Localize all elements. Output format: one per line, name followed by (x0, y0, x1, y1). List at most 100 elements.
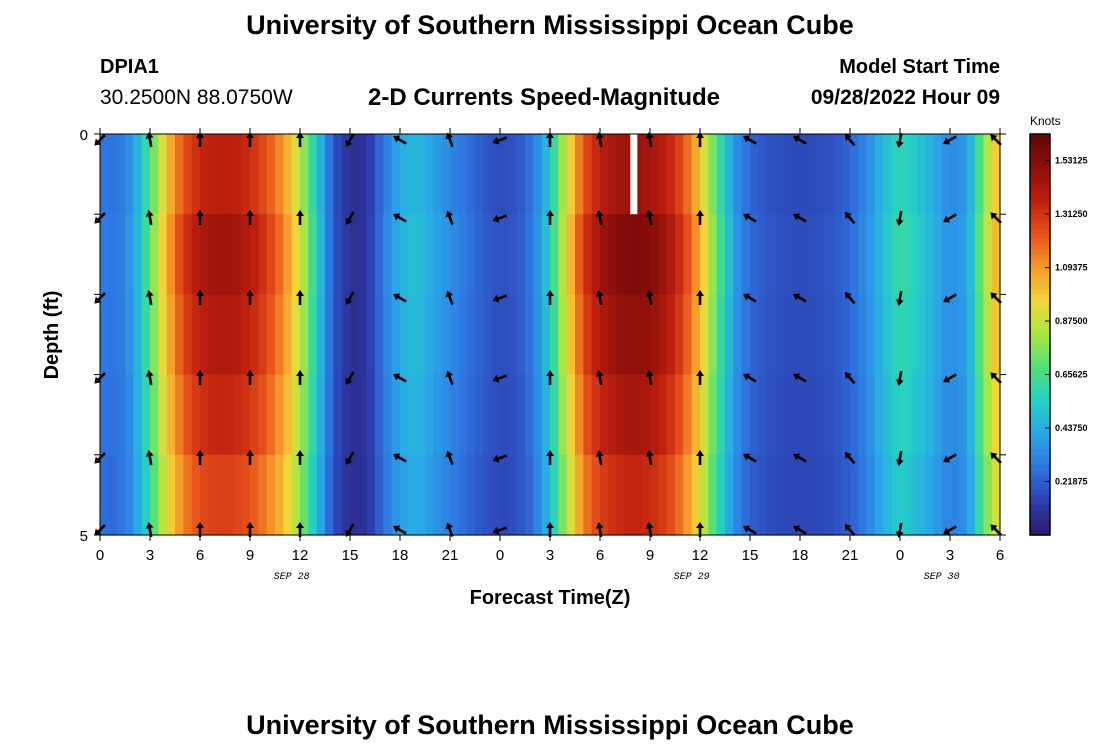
current-arrow (793, 453, 807, 463)
heatmap-cell (316, 374, 326, 456)
current-arrow (943, 135, 957, 145)
current-arrow (595, 132, 604, 148)
heatmap-cell (325, 374, 334, 456)
x-tick-label: 0 (496, 547, 504, 564)
heatmap-cell (341, 294, 351, 376)
heatmap-cell (850, 374, 859, 456)
heatmap-cell (675, 294, 684, 376)
heatmap-cell (975, 454, 984, 536)
heatmap-cell (550, 454, 559, 536)
heatmap-cell (908, 454, 918, 536)
heatmap-cell (708, 294, 718, 376)
heatmap-cell (808, 214, 818, 295)
heatmap-cell (691, 214, 701, 295)
heatmap-cell (341, 134, 351, 215)
heatmap-cell (675, 214, 684, 295)
heatmap-cell (100, 134, 109, 215)
heatmap-cell (366, 134, 376, 215)
colorbar-unit-label: Knots (1030, 114, 1061, 128)
heatmap-cell (400, 294, 409, 376)
heatmap-cell (333, 374, 343, 456)
colorbar-segment (1030, 299, 1050, 306)
current-arrow (445, 450, 454, 466)
heatmap-cell (708, 134, 718, 215)
heatmap-cell (841, 294, 851, 376)
date-label: SEP 28 (274, 572, 310, 583)
heatmap-cell (141, 134, 151, 215)
current-arrow (743, 373, 757, 383)
heatmap-cell (991, 374, 1001, 456)
heatmap-cell (558, 214, 568, 295)
heatmap-cell (850, 454, 859, 536)
heatmap-cell (583, 134, 593, 215)
heatmap-cell (483, 294, 493, 376)
current-arrow (145, 370, 154, 386)
heatmap-cell (725, 134, 734, 215)
current-arrow (393, 293, 407, 303)
current-arrow (793, 525, 807, 535)
current-arrow (345, 211, 355, 225)
heatmap-cell (616, 134, 626, 215)
heatmap-cell (333, 454, 343, 536)
colorbar-segment (1030, 189, 1050, 195)
current-arrow (990, 372, 1002, 384)
heatmap-cell (608, 374, 618, 456)
heatmap-cell (883, 134, 893, 215)
heatmap-cell (741, 374, 751, 456)
heatmap-cell (658, 294, 668, 376)
heatmap-cell (525, 134, 534, 215)
heatmap-cell (425, 134, 434, 215)
heatmap-cell (883, 454, 893, 536)
heatmap-cell (508, 134, 518, 215)
heatmap-cell (341, 374, 351, 456)
heatmap-cell (450, 134, 459, 215)
heatmap-cell (675, 374, 684, 456)
heatmap-cell (416, 134, 426, 215)
heatmap-cell (791, 374, 801, 456)
heatmap-cell (108, 374, 118, 456)
colorbar-segment (1030, 369, 1050, 376)
heatmap-cell (275, 454, 284, 536)
colorbar-segment (1030, 329, 1050, 336)
heatmap-cell (866, 214, 876, 295)
heatmap-cell (533, 454, 543, 536)
heatmap-cell (558, 374, 568, 456)
heatmap-cell (750, 294, 759, 376)
heatmap-cell (516, 454, 526, 536)
heatmap-cell (891, 374, 901, 456)
heatmap-cell (541, 294, 551, 376)
colorbar-segment (1030, 504, 1050, 511)
colorbar-tick-label: 1.31250 (1055, 209, 1088, 219)
heatmap-cell (166, 294, 176, 376)
heatmap-cell (350, 294, 359, 376)
colorbar-segment (1030, 139, 1050, 145)
colorbar-segment (1030, 334, 1050, 341)
colorbar-segment (1030, 524, 1050, 531)
colorbar-segment (1030, 214, 1050, 220)
heatmap-cell (158, 214, 168, 295)
colorbar-segment (1030, 199, 1050, 205)
heatmap-cell (458, 294, 468, 376)
heatmap-cell (175, 454, 184, 536)
colorbar-segment (1030, 274, 1050, 280)
heatmap-cell (975, 134, 984, 215)
heatmap-cell (758, 374, 768, 456)
heatmap-cell (666, 134, 676, 215)
heatmap-cell (500, 294, 509, 376)
heatmap-cell (241, 294, 251, 376)
colorbar-segment (1030, 364, 1050, 371)
heatmap-cell (575, 294, 584, 376)
heatmap-cell (766, 214, 776, 295)
heatmap-cell (275, 374, 284, 456)
heatmap-cell (100, 454, 109, 536)
x-tick-label: 0 (896, 547, 904, 564)
y-axis-label: Depth (ft) (41, 291, 63, 380)
colorbar-segment (1030, 209, 1050, 215)
x-tick-label: 15 (742, 547, 759, 564)
heatmap-cell (691, 134, 701, 215)
current-arrow (145, 450, 154, 466)
heatmap-cell (441, 214, 451, 295)
heatmap-cell (958, 454, 968, 536)
heatmap-cell (491, 134, 501, 215)
heatmap-cell (675, 134, 684, 215)
